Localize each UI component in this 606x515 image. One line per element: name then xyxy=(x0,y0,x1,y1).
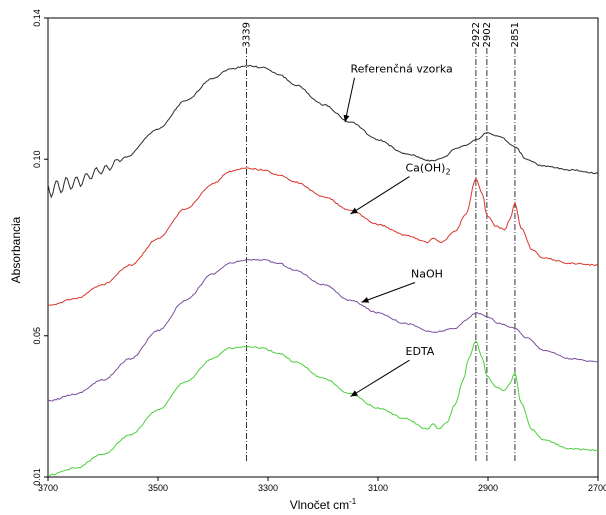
y-tick-label-0: 0.01 xyxy=(32,468,42,486)
annotation-label-2922: 2922 xyxy=(471,22,482,47)
series-label-1: Ca(OH)2 xyxy=(406,162,451,177)
series-arrow-3 xyxy=(350,359,410,397)
series-arrow-2 xyxy=(361,282,416,303)
x-tick-label-0: 3700 xyxy=(38,483,58,493)
x-tick-label-5: 2700 xyxy=(588,483,606,493)
annotation-label-2902: 2902 xyxy=(482,22,493,47)
y-tick-label-1: 0.05 xyxy=(32,327,42,345)
series-label-0: Referenčná vzorka xyxy=(351,63,453,76)
plot-frame xyxy=(47,17,599,478)
x-tick-label-4: 2900 xyxy=(478,483,498,493)
series-label-3: EDTA xyxy=(406,345,435,358)
y-axis-label: Absorbancia xyxy=(9,216,23,283)
series-arrow-1 xyxy=(350,176,410,215)
series-line-2 xyxy=(47,258,599,402)
y-tick-label-3: 0.14 xyxy=(32,9,42,27)
x-tick-label-2: 3300 xyxy=(258,483,278,493)
y-tick-label-2: 0.10 xyxy=(32,150,42,168)
series-arrow-0 xyxy=(343,77,355,123)
x-tick-label-1: 3500 xyxy=(148,483,168,493)
annotation-label-3339: 3339 xyxy=(242,22,253,47)
series-line-1 xyxy=(47,167,599,306)
series-label-2: NaOH xyxy=(411,268,443,281)
x-tick-label-3: 3100 xyxy=(368,483,388,493)
x-axis-label: Vlnočet cm-1 xyxy=(290,497,357,512)
annotation-label-2851: 2851 xyxy=(510,22,521,47)
series-line-3 xyxy=(47,340,599,477)
series-line-0 xyxy=(47,64,599,199)
